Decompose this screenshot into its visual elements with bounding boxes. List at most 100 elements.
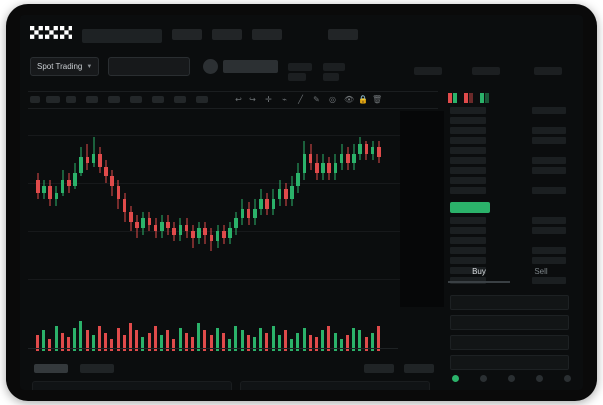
order-book-row[interactable] bbox=[450, 217, 486, 224]
timeframe-button-6[interactable] bbox=[130, 96, 142, 103]
crosshair-icon[interactable]: ✛ bbox=[265, 95, 272, 104]
order-book-row[interactable] bbox=[532, 137, 566, 144]
eye-icon[interactable]: 👁 bbox=[344, 95, 355, 104]
volume-bar bbox=[234, 325, 238, 351]
candle-body bbox=[91, 153, 96, 164]
order-amount-field[interactable] bbox=[450, 315, 569, 330]
market-stat-1 bbox=[288, 63, 312, 71]
order-book-row[interactable] bbox=[450, 267, 486, 274]
pagination-dot[interactable] bbox=[536, 375, 543, 382]
trendline-icon[interactable]: ╱ bbox=[298, 95, 303, 104]
order-book-row[interactable] bbox=[532, 107, 566, 114]
trash-icon[interactable]: 🗑 bbox=[372, 95, 383, 104]
timeframe-button-1[interactable] bbox=[30, 96, 40, 103]
pagination-dot[interactable] bbox=[452, 375, 459, 382]
volume-bar bbox=[79, 321, 83, 351]
volume-bar bbox=[296, 332, 300, 351]
volume-bar bbox=[240, 330, 244, 351]
order-book-row[interactable] bbox=[532, 277, 566, 284]
bottom-tab-positions[interactable] bbox=[80, 364, 114, 373]
search-input[interactable] bbox=[82, 29, 162, 43]
order-book-row[interactable] bbox=[532, 257, 566, 264]
volume-bar bbox=[147, 332, 151, 351]
candlestick bbox=[178, 111, 183, 307]
trading-mode-select[interactable]: Spot Trading ▼ bbox=[30, 57, 100, 76]
candle-body bbox=[284, 189, 288, 200]
candle-body bbox=[166, 221, 170, 229]
order-book-row[interactable] bbox=[532, 167, 566, 174]
order-form-tabs: Buy Sell bbox=[444, 265, 575, 287]
lock-icon[interactable]: 🔒 bbox=[358, 95, 368, 104]
chart-toolbar: ↩ ↪ ✛ ⌁ ╱ ✎ ◎ 👁 🔒 🗑 bbox=[28, 91, 438, 109]
candle-body bbox=[240, 208, 245, 219]
candlestick-chart[interactable] bbox=[28, 111, 438, 307]
order-book-row[interactable] bbox=[450, 247, 486, 254]
order-book-row[interactable] bbox=[450, 227, 486, 234]
magnet-icon[interactable]: ◎ bbox=[329, 95, 336, 104]
orderbook-bids-icon[interactable] bbox=[464, 93, 474, 103]
order-book-row[interactable] bbox=[450, 237, 486, 244]
order-price-field[interactable] bbox=[450, 295, 569, 310]
order-book-row[interactable] bbox=[450, 167, 486, 174]
redo-icon[interactable]: ↪ bbox=[249, 95, 256, 104]
orderbook-asks-icon[interactable] bbox=[480, 93, 490, 103]
order-book-row[interactable] bbox=[450, 257, 486, 264]
candlestick bbox=[352, 111, 356, 307]
bottom-tab-assets[interactable] bbox=[404, 364, 434, 373]
order-book-row[interactable] bbox=[532, 227, 566, 234]
timeframe-button-4[interactable] bbox=[86, 96, 98, 103]
order-book-row[interactable] bbox=[532, 187, 566, 194]
order-total-field[interactable] bbox=[450, 335, 569, 350]
order-book-row[interactable] bbox=[450, 187, 486, 194]
order-book-row[interactable] bbox=[450, 157, 486, 164]
order-book-panel bbox=[444, 91, 575, 381]
trading-pair-select[interactable] bbox=[108, 57, 190, 76]
candle-body bbox=[172, 228, 176, 235]
order-book-row[interactable] bbox=[532, 247, 566, 254]
candle-body bbox=[67, 179, 71, 187]
nav-item-3[interactable] bbox=[252, 29, 282, 40]
order-book-row[interactable] bbox=[532, 157, 566, 164]
tab-buy[interactable]: Buy bbox=[472, 267, 486, 276]
order-extra-field[interactable] bbox=[450, 355, 569, 370]
indicator-button[interactable] bbox=[196, 96, 208, 103]
tab-sell[interactable]: Sell bbox=[534, 267, 548, 276]
timeframe-button-3[interactable] bbox=[66, 96, 76, 103]
candlestick bbox=[284, 111, 288, 307]
measure-icon[interactable]: ⌁ bbox=[282, 95, 287, 104]
timeframe-button-7[interactable] bbox=[152, 96, 164, 103]
volume-bar bbox=[42, 330, 46, 351]
okx-logo-icon[interactable] bbox=[30, 25, 72, 40]
volume-bar bbox=[370, 332, 374, 351]
order-book-row[interactable] bbox=[450, 177, 486, 184]
pagination-dot[interactable] bbox=[508, 375, 515, 382]
bottom-tab-history[interactable] bbox=[364, 364, 394, 373]
candle-body bbox=[259, 199, 263, 209]
undo-icon[interactable]: ↩ bbox=[235, 95, 242, 104]
order-book-row[interactable] bbox=[450, 277, 486, 284]
brush-icon[interactable]: ✎ bbox=[313, 95, 320, 104]
tablet-screen: Spot Trading ▼ bbox=[20, 15, 583, 390]
timeframe-button-5[interactable] bbox=[108, 96, 120, 103]
volume-axis-line bbox=[28, 348, 398, 349]
nav-item-4[interactable] bbox=[328, 29, 358, 40]
pagination-dot[interactable] bbox=[564, 375, 571, 382]
orderbook-both-icon[interactable] bbox=[448, 93, 458, 103]
order-book-row[interactable] bbox=[450, 107, 486, 114]
candle-body bbox=[73, 173, 77, 187]
order-book-row[interactable] bbox=[450, 127, 486, 134]
timeframe-button-8[interactable] bbox=[174, 96, 186, 103]
candle-body bbox=[209, 234, 214, 242]
nav-item-1[interactable] bbox=[172, 29, 202, 40]
timeframe-button-2[interactable] bbox=[46, 96, 60, 103]
volume-bar bbox=[116, 327, 120, 351]
order-book-row[interactable] bbox=[450, 117, 486, 124]
pagination-dot[interactable] bbox=[480, 375, 487, 382]
nav-item-2[interactable] bbox=[212, 29, 242, 40]
bottom-tab-orders[interactable] bbox=[34, 364, 68, 373]
order-book-row[interactable] bbox=[450, 137, 486, 144]
candlestick bbox=[166, 111, 170, 307]
order-book-row[interactable] bbox=[532, 217, 566, 224]
order-book-row[interactable] bbox=[450, 147, 486, 154]
order-book-row[interactable] bbox=[532, 127, 566, 134]
